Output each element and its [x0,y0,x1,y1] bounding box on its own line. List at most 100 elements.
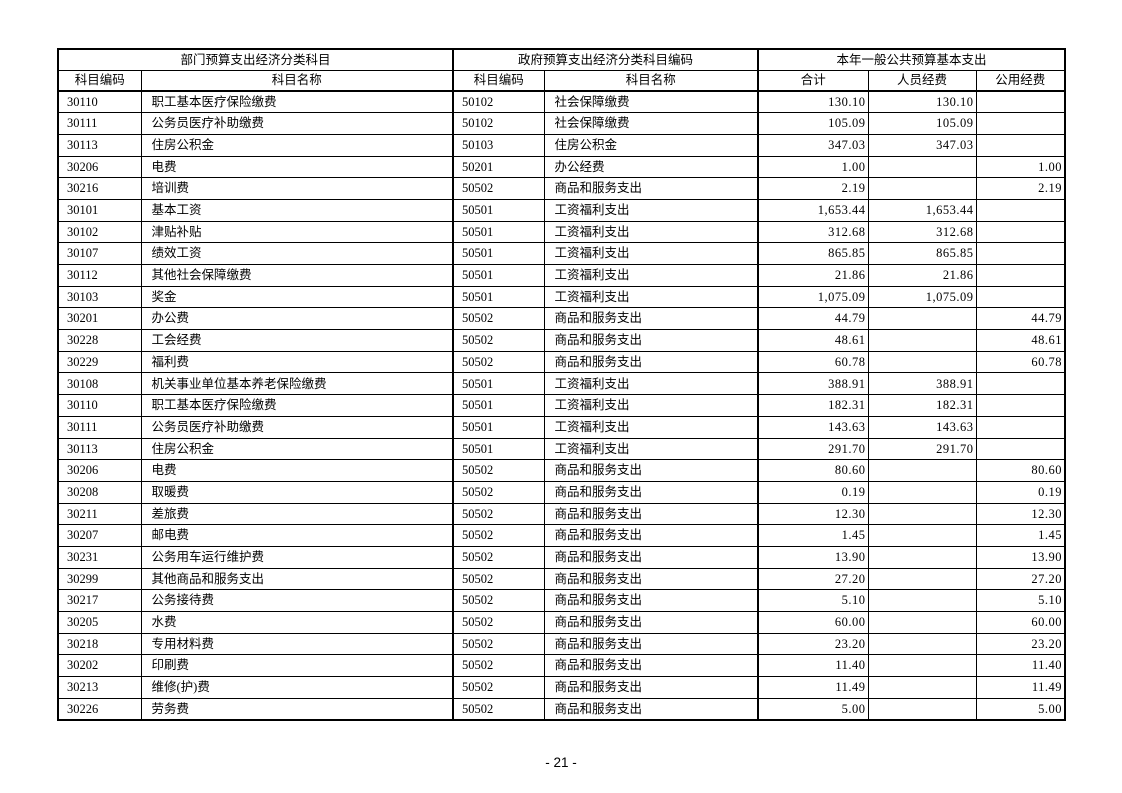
personnel-cell: 865.85 [867,242,977,265]
personnel-cell: 1,653.44 [867,198,977,222]
group-header-government: 政府预算支出经济分类科目编码 [452,48,759,71]
col-header-gov-code: 科目编码 [452,69,545,92]
gov-code-cell: 50501 [452,415,545,439]
personnel-cell [867,502,977,526]
gov-name-cell: 工资福利支出 [543,285,759,309]
gov-code-cell: 50501 [452,242,545,265]
dept-code-cell: 30226 [57,697,142,721]
total-cell: 11.40 [757,654,869,678]
col-header-public-funds: 公用经费 [975,69,1066,92]
dept-code-cell: 30103 [57,285,142,309]
gov-code-cell: 50502 [452,545,545,569]
personnel-cell [867,480,977,504]
total-cell: 5.00 [757,697,869,721]
gov-code-cell: 50502 [452,177,545,200]
personnel-cell: 347.03 [867,133,977,157]
dept-code-cell: 30113 [57,437,142,461]
gov-code-cell: 50502 [452,611,545,634]
public-cell [975,198,1066,222]
dept-code-cell: 30110 [57,90,142,114]
gov-name-cell: 商品和服务支出 [543,177,759,200]
table-body: 30110 职工基本医疗保险缴费 50102 社会保障缴费 130.10 130.10 30… [57,90,1066,721]
personnel-cell: 182.31 [867,394,977,417]
dept-code-cell: 30102 [57,220,142,244]
total-cell: 1,653.44 [757,198,869,222]
dept-code-cell: 30228 [57,329,142,352]
total-cell: 23.20 [757,632,869,656]
gov-code-cell: 50502 [452,350,545,374]
gov-name-cell: 商品和服务支出 [543,567,759,591]
table-row: 30216 培训费 50502 商品和服务支出 2.19 2.19 [57,177,1066,200]
table-row: 30103 奖金 50501 工资福利支出 1,075.09 1,075.09 [57,285,1066,309]
budget-table: 部门预算支出经济分类科目 政府预算支出经济分类科目编码 本年一般公共预算基本支出… [57,48,1067,721]
gov-name-cell: 商品和服务支出 [543,329,759,352]
dept-code-cell: 30201 [57,307,142,331]
table-row: 30218 专用材料费 50502 商品和服务支出 23.20 23.20 [57,632,1066,656]
public-cell [975,242,1066,265]
personnel-cell [867,697,977,721]
personnel-cell [867,350,977,374]
gov-name-cell: 商品和服务支出 [543,307,759,331]
personnel-cell [867,177,977,200]
gov-name-cell: 工资福利支出 [543,198,759,222]
public-cell: 60.78 [975,350,1066,374]
personnel-cell [867,567,977,591]
dept-name-cell: 公务员医疗补助缴费 [140,415,454,439]
gov-name-cell: 商品和服务支出 [543,480,759,504]
public-cell: 5.10 [975,589,1066,612]
total-cell: 388.91 [757,372,869,396]
table-row: 30226 劳务费 50502 商品和服务支出 5.00 5.00 [57,697,1066,721]
table-row: 30207 邮电费 50502 商品和服务支出 1.45 1.45 [57,524,1066,547]
gov-code-cell: 50502 [452,632,545,656]
dept-code-cell: 30202 [57,654,142,678]
dept-name-cell: 工会经费 [140,329,454,352]
public-cell: 11.40 [975,654,1066,678]
dept-name-cell: 福利费 [140,350,454,374]
gov-name-cell: 商品和服务支出 [543,459,759,482]
gov-code-cell: 50502 [452,654,545,678]
personnel-cell [867,654,977,678]
table-row: 30206 电费 50201 办公经费 1.00 1.00 [57,155,1066,179]
gov-code-cell: 50501 [452,220,545,244]
col-header-dept-code: 科目编码 [57,69,142,92]
dept-code-cell: 30108 [57,372,142,396]
total-cell: 12.30 [757,502,869,526]
public-cell [975,372,1066,396]
public-cell [975,437,1066,461]
personnel-cell [867,329,977,352]
personnel-cell: 143.63 [867,415,977,439]
public-cell: 44.79 [975,307,1066,331]
public-cell: 80.60 [975,459,1066,482]
public-cell [975,90,1066,114]
personnel-cell [867,307,977,331]
col-header-gov-name: 科目名称 [543,69,759,92]
gov-code-cell: 50502 [452,459,545,482]
group-header-row: 部门预算支出经济分类科目 政府预算支出经济分类科目编码 本年一般公共预算基本支出 [57,48,1066,71]
gov-code-cell: 50103 [452,133,545,157]
gov-code-cell: 50502 [452,502,545,526]
total-cell: 13.90 [757,545,869,569]
dept-code-cell: 30213 [57,676,142,699]
total-cell: 60.00 [757,611,869,634]
dept-name-cell: 津贴补贴 [140,220,454,244]
dept-name-cell: 培训费 [140,177,454,200]
gov-code-cell: 50501 [452,437,545,461]
personnel-cell [867,676,977,699]
table-row: 30208 取暖费 50502 商品和服务支出 0.19 0.19 [57,480,1066,504]
table-row: 30228 工会经费 50502 商品和服务支出 48.61 48.61 [57,329,1066,352]
dept-name-cell: 基本工资 [140,198,454,222]
table-row: 30113 住房公积金 50103 住房公积金 347.03 347.03 [57,133,1066,157]
gov-name-cell: 商品和服务支出 [543,350,759,374]
gov-name-cell: 社会保障缴费 [543,90,759,114]
gov-name-cell: 办公经费 [543,155,759,179]
public-cell [975,415,1066,439]
gov-name-cell: 商品和服务支出 [543,611,759,634]
total-cell: 143.63 [757,415,869,439]
table-row: 30110 职工基本医疗保险缴费 50102 社会保障缴费 130.10 130.10 [57,90,1066,114]
col-header-dept-name: 科目名称 [140,69,454,92]
public-cell: 60.00 [975,611,1066,634]
gov-name-cell: 工资福利支出 [543,220,759,244]
public-cell: 5.00 [975,697,1066,721]
dept-code-cell: 30299 [57,567,142,591]
dept-name-cell: 绩效工资 [140,242,454,265]
